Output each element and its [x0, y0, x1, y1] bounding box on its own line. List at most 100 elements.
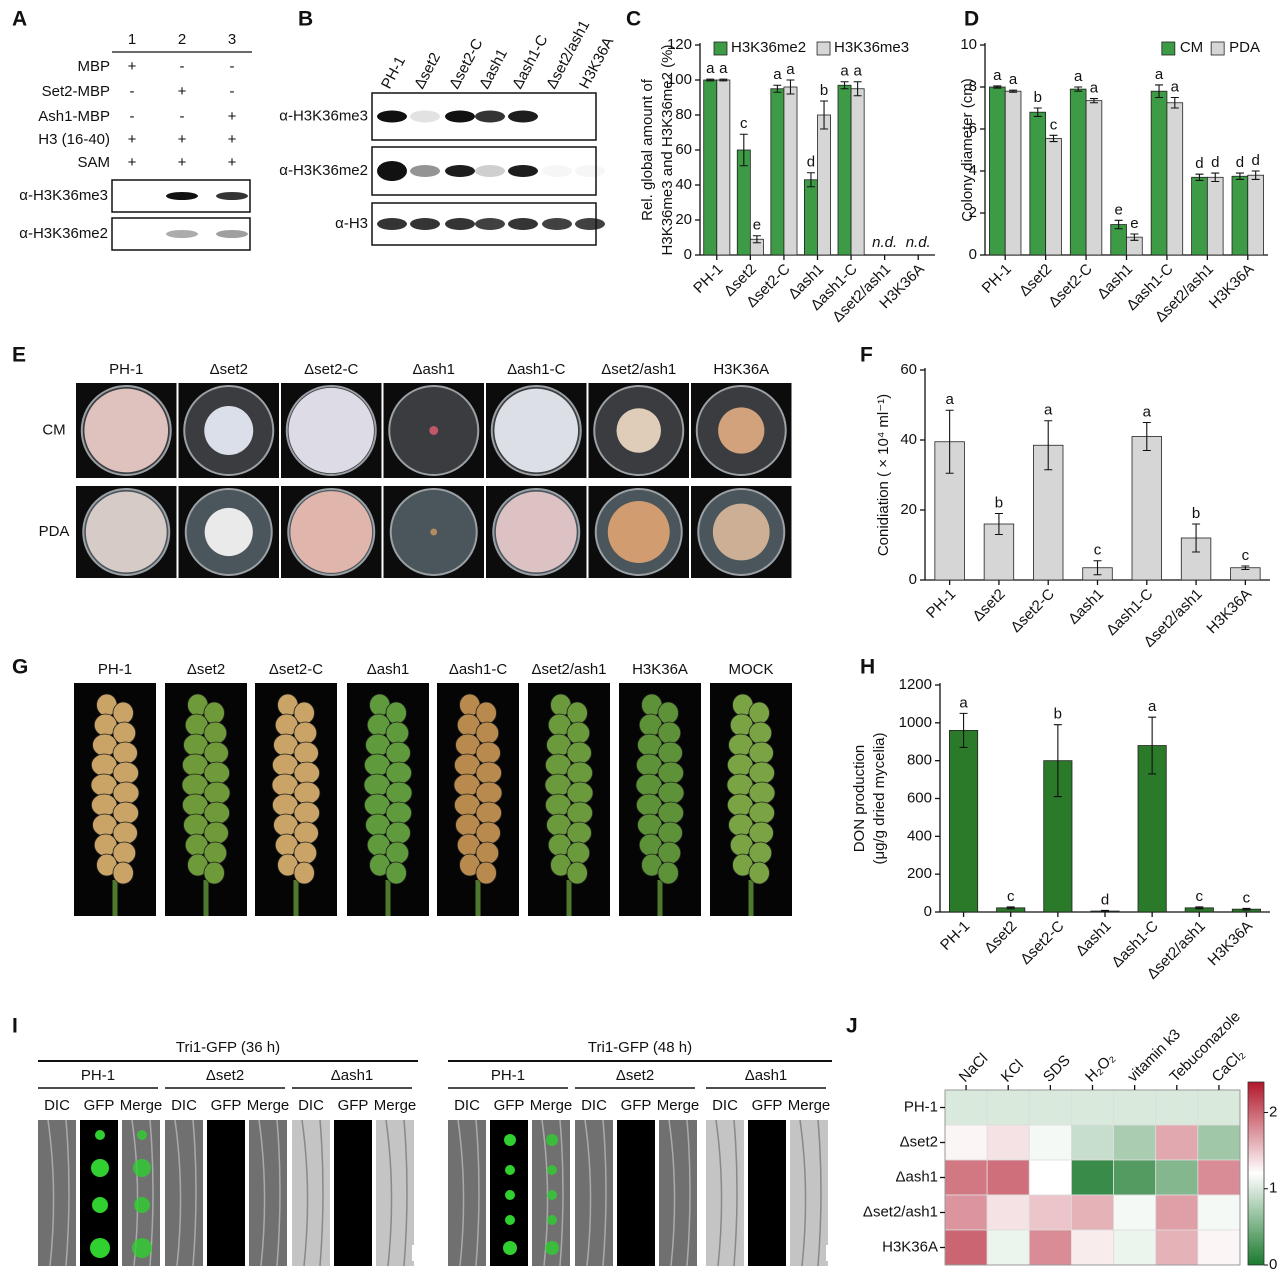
bar: [989, 86, 1006, 256]
significance-letter: a: [773, 66, 782, 83]
error-bar: [853, 81, 862, 97]
sign: +: [178, 131, 187, 148]
heatmap-cell: [986, 1229, 1030, 1266]
panel-label: E: [12, 344, 26, 367]
bar: [817, 114, 831, 256]
wheat-kernel: [293, 861, 315, 885]
error-bar: [945, 409, 954, 474]
x-tick-label: H3K36A: [1203, 586, 1255, 638]
significance-letter: d: [1101, 891, 1109, 908]
hypha: [301, 1119, 324, 1267]
error-bar: [1053, 724, 1062, 798]
scale-bar: [826, 1245, 830, 1261]
wheat-kernel: [475, 861, 497, 885]
error-bar: [706, 78, 715, 82]
heatmap-cell: [944, 1159, 988, 1196]
error-bar: [1089, 98, 1098, 104]
wheat-kernel: [203, 861, 225, 885]
column-label: PH-1: [109, 361, 143, 378]
panel-label: B: [298, 8, 313, 31]
error-bar: [1009, 89, 1018, 93]
significance-letter: e: [753, 217, 761, 234]
error-bar: [1251, 170, 1260, 180]
micrograph: [706, 1120, 744, 1266]
significance-letter: a: [1148, 698, 1157, 715]
column-label: NaCl: [956, 1050, 992, 1086]
bar: [703, 79, 718, 256]
heatmap-cell: [986, 1194, 1030, 1231]
hypha: [258, 1119, 281, 1267]
wheat-kernel: [657, 761, 685, 785]
y-tick-label: 6: [969, 120, 977, 137]
column-label: Δset2-C: [269, 661, 323, 678]
y-tick-label: 120: [667, 36, 692, 53]
significance-letter: a: [853, 63, 862, 80]
gfp-signal: [505, 1215, 515, 1225]
row-label: Set2-MBP: [42, 83, 110, 100]
channel-label: Merge: [120, 1097, 163, 1114]
colony: [85, 491, 167, 573]
error-bar: [1241, 565, 1250, 571]
sign: -: [230, 83, 235, 100]
sign: +: [228, 108, 237, 125]
heatmap-cell: [1028, 1194, 1072, 1231]
significance-letter: b: [1192, 505, 1200, 522]
bar: [1085, 100, 1103, 256]
channel-label: DIC: [298, 1097, 324, 1114]
heatmap-cell: [1113, 1124, 1157, 1161]
wheat-kernel: [657, 781, 685, 805]
wheat-kernel: [748, 761, 776, 785]
sign: +: [128, 58, 137, 75]
y-axis-label: H3K36me3 and H3K36me2 (%): [659, 45, 676, 256]
column-label: H3K36A: [632, 661, 688, 678]
heatmap-cell: [1113, 1194, 1157, 1231]
column-label: Δset2/ash1: [601, 361, 676, 378]
colorbar-tick-label: 0: [1269, 1256, 1277, 1273]
micrograph: [334, 1120, 372, 1266]
sign: +: [228, 131, 237, 148]
significance-letter: a: [1155, 66, 1164, 83]
wheat-kernel: [112, 861, 134, 885]
channel-label: DIC: [171, 1097, 197, 1114]
significance-letter: c: [740, 115, 748, 132]
bar: [770, 88, 785, 256]
blot-band: [508, 218, 538, 230]
significance-letter: d: [807, 154, 815, 171]
y-tick-label: 8: [969, 78, 977, 95]
legend-label: H3K36me3: [834, 39, 909, 56]
row-label: PH-1: [904, 1098, 938, 1115]
hypha: [385, 1119, 408, 1267]
x-tick-label: Δash1: [1065, 586, 1107, 628]
hypha: [584, 1119, 607, 1267]
strain-label: PH-1: [81, 1067, 115, 1084]
column-label: CaCl₂: [1209, 1046, 1249, 1086]
error-bar: [1155, 84, 1164, 99]
y-tick-label: 0: [684, 246, 692, 263]
heatmap-cell: [986, 1089, 1030, 1126]
significance-letter: d: [1236, 154, 1244, 171]
panel-label: J: [846, 1015, 858, 1038]
wheat-kernel: [657, 861, 679, 885]
channel-label: Merge: [788, 1097, 831, 1114]
colony: [290, 491, 373, 573]
colony: [616, 408, 661, 453]
blot-band: [445, 218, 475, 230]
wheat-kernel: [203, 741, 229, 765]
row-label: Δset2: [900, 1133, 938, 1150]
heatmap-cell: [1197, 1229, 1241, 1266]
significance-letter: b: [1054, 706, 1062, 723]
micrograph: [748, 1120, 786, 1266]
row-label: PDA: [39, 523, 70, 540]
significance-letter: a: [840, 63, 849, 80]
significance-letter: a: [719, 60, 728, 77]
channel-label: DIC: [454, 1097, 480, 1114]
row-label: H3 (16-40): [38, 131, 110, 148]
row-label: MBP: [77, 58, 110, 75]
wheat-kernel: [293, 741, 319, 765]
blot-band: [166, 192, 198, 200]
sign: -: [180, 58, 185, 75]
error-bar: [786, 79, 795, 95]
heatmap-cell: [1113, 1229, 1157, 1266]
heatmap-cell: [1197, 1159, 1241, 1196]
